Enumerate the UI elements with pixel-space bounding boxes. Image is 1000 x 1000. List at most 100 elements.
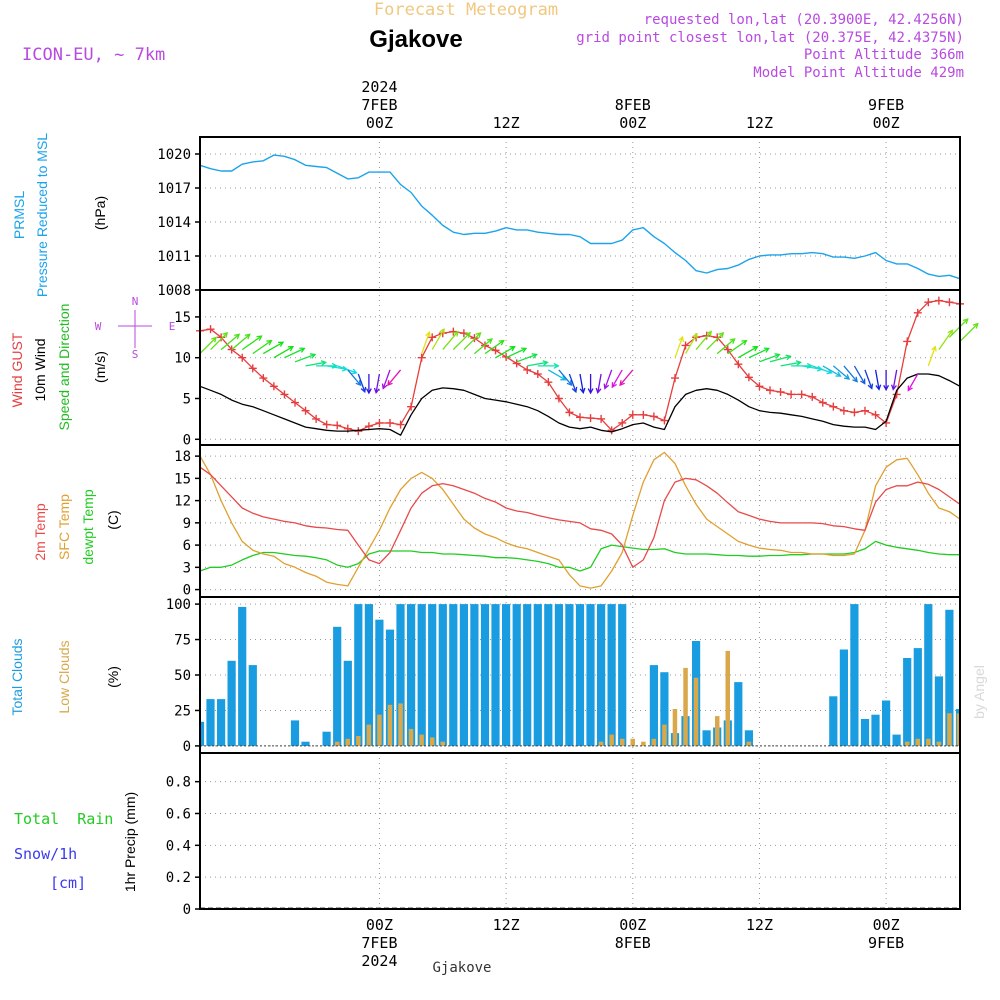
low-cloud-bar (672, 709, 678, 746)
arrow-shaft (822, 365, 841, 377)
total-cloud-bar (417, 604, 426, 746)
bottom-time-label: 12Z (746, 916, 773, 934)
dewpt-label: dewpt Temp (80, 489, 96, 564)
total-cloud-bar (428, 604, 437, 746)
arrow-shaft (727, 340, 747, 355)
temp2m-line (199, 466, 961, 568)
wind-direction-arrow (505, 347, 528, 359)
wind-direction-arrow (927, 345, 937, 367)
gust-marker (903, 337, 912, 346)
gust-marker (386, 418, 394, 427)
gust-marker (766, 386, 774, 395)
wind-direction-arrow (495, 346, 516, 359)
total-cloud-bar (575, 604, 585, 746)
arrow-shaft (579, 373, 584, 393)
bottom-time-label-line: 9FEB (868, 934, 904, 952)
wind-direction-arrow (365, 374, 372, 395)
arrow-head (571, 386, 578, 394)
bottom-time-label-line: 00Z (873, 916, 900, 934)
credit-label: by Angel (971, 665, 987, 719)
prmsl-label: PRMSL (11, 191, 27, 239)
total-cloud-bar (217, 699, 226, 746)
arrow-shaft (241, 335, 262, 351)
bottom-time-label-line: 2024 (361, 952, 397, 970)
arrow-head (566, 380, 573, 387)
arrow-shaft (619, 369, 634, 386)
arrow-head (452, 330, 459, 337)
gust-marker (861, 406, 869, 415)
low-cloud-bar (408, 728, 414, 746)
wind-direction-arrow (874, 369, 882, 391)
total-cloud-bar (364, 604, 373, 746)
gust-marker (312, 414, 321, 423)
sfc-temp-label: SFC Temp (56, 494, 72, 560)
y-tick-label: 3 (183, 560, 191, 576)
wind-direction-arrow (737, 346, 759, 359)
gust-marker (660, 416, 669, 425)
temp-legend: 2m Temp SFC Temp dewpt Temp (C) (32, 489, 121, 564)
low-cloud-bar (905, 741, 910, 746)
cloud-legend: Total Clouds Low Clouds (%) (9, 638, 121, 715)
total-cloud-bar (913, 648, 922, 746)
low-cloud-bar (926, 738, 931, 746)
y-tick-label: 100 (166, 597, 191, 613)
low-cloud-bar (430, 737, 435, 746)
arrow-head (611, 382, 617, 389)
total-cloud-bar (333, 626, 342, 746)
precip-unit: 1hr Precip (mm) (122, 792, 138, 892)
arrow-head (244, 333, 251, 340)
wind-direction-arrow (579, 373, 586, 395)
wind-direction-arrow (595, 373, 602, 395)
gust-marker (333, 421, 342, 430)
cloud-unit: (%) (105, 666, 121, 688)
arrow-head (619, 380, 625, 387)
gust-marker (787, 390, 796, 399)
total-cloud-bar (649, 665, 658, 746)
compass-w: W (95, 320, 102, 333)
arrow-shaft (959, 323, 979, 342)
total-cloud-bar (554, 604, 563, 746)
low-cloud-bar (651, 738, 657, 746)
top-time-label: 12Z (493, 114, 520, 132)
wind-direction-arrow (769, 354, 792, 363)
arrow-shaft (780, 361, 801, 367)
arrow-shaft (568, 373, 577, 393)
gust-line (199, 299, 961, 432)
arrow-shaft (336, 365, 357, 374)
total-cloud-bar (734, 682, 743, 746)
temp-unit: (C) (105, 510, 121, 529)
gust-marker (649, 412, 658, 421)
gust-marker (797, 390, 806, 399)
arrow-head (752, 346, 759, 352)
y-tick-label: 0.8 (166, 775, 191, 791)
bottom-time-axis: 00Z7FEB202412Z00Z8FEB12Z00Z9FEB12Z (361, 916, 1000, 970)
gust-marker (396, 420, 405, 429)
low-cloud-bar (335, 741, 340, 746)
rain-label: Total Rain (14, 810, 113, 828)
total-cloud-bar (660, 672, 669, 746)
arrow-shaft (527, 361, 548, 367)
gust-marker (744, 373, 753, 382)
arrow-shaft (294, 353, 316, 363)
low-cloud-bar (693, 677, 699, 746)
total-cloud-bar (565, 604, 574, 746)
wind-direction-arrow (387, 369, 402, 387)
wind-direction-arrow (716, 338, 736, 355)
arrow-head (465, 331, 471, 338)
gust-marker (449, 327, 458, 336)
total-cloud-bar (533, 604, 542, 746)
top-time-label-line: 12Z (746, 114, 773, 132)
wind-direction-arrow (421, 331, 431, 354)
wind-direction-arrow (587, 374, 594, 395)
y-tick-label: 0 (183, 902, 191, 918)
prmsl-desc: Pressure Reduced to MSL (34, 133, 50, 297)
gust-marker (428, 333, 437, 342)
arrow-head (860, 378, 866, 385)
arrow-shaft (452, 332, 471, 351)
gust-marker (924, 298, 933, 307)
arrow-head (795, 360, 803, 366)
total-cloud-bar (227, 660, 236, 746)
arrow-head (603, 383, 610, 390)
wind-direction-arrow (199, 336, 218, 355)
clouds-panel: 0 25 50 75 100 (166, 596, 961, 755)
